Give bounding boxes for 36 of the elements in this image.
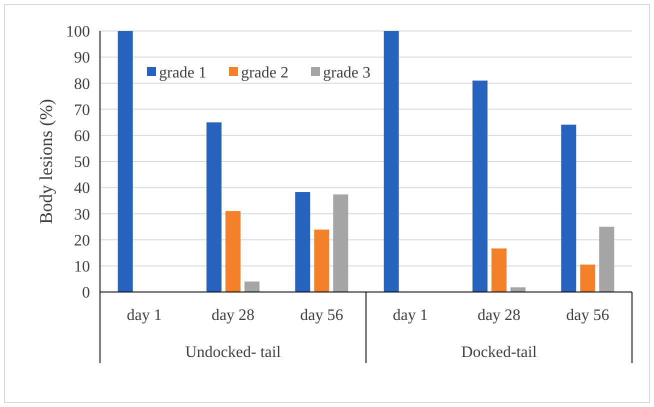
- bar: [314, 230, 330, 292]
- x-tick-label: day 56: [566, 307, 610, 324]
- y-tick-label: 70: [74, 102, 90, 119]
- x-tick-label: day 28: [211, 307, 255, 324]
- y-tick-label: 90: [74, 50, 90, 67]
- bar: [384, 31, 399, 292]
- bar: [244, 282, 260, 292]
- bar: [226, 211, 240, 292]
- x-tick-label: day 28: [477, 307, 521, 324]
- y-axis-title: Body lesions (%): [36, 99, 56, 224]
- y-tick-label: 40: [74, 180, 90, 198]
- legend-label: grade 3: [323, 64, 371, 82]
- y-tick-label: 20: [74, 232, 90, 250]
- bar: [492, 248, 506, 292]
- bar: [472, 80, 488, 292]
- x-tick-label: day 1: [392, 307, 428, 324]
- bar: [206, 122, 222, 292]
- bar: [333, 194, 348, 292]
- y-tick-label: 60: [74, 128, 90, 145]
- y-tick-label: 80: [74, 76, 90, 93]
- y-tick-label: 10: [74, 258, 90, 276]
- text: Undocked- tail: [185, 344, 282, 361]
- bar: [561, 124, 576, 292]
- x-tick-label: day 56: [300, 307, 344, 324]
- bar: [580, 264, 596, 292]
- bar: [295, 192, 310, 292]
- y-tick-label: 0: [82, 284, 90, 302]
- legend-label: grade 1: [159, 64, 207, 82]
- y-tick-label: 100: [66, 24, 90, 41]
- bar: [118, 31, 133, 292]
- y-tick-label: 50: [74, 154, 90, 172]
- x-tick-label: day 1: [126, 307, 162, 324]
- text: Docked-tail: [461, 344, 538, 361]
- bar: [599, 226, 614, 292]
- y-tick-label: 30: [74, 206, 90, 224]
- legend-label: grade 2: [241, 64, 289, 82]
